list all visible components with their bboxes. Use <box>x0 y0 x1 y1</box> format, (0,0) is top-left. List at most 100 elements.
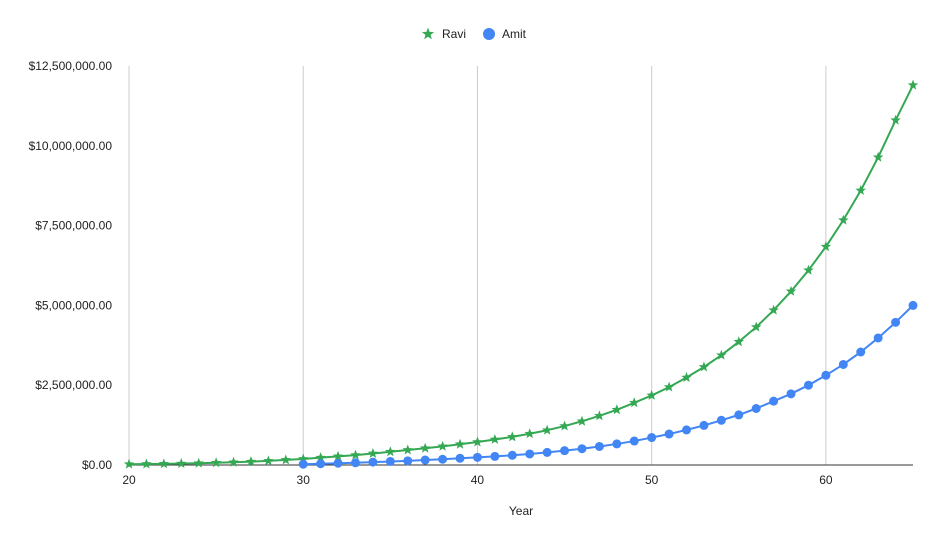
data-point-circle <box>577 444 587 454</box>
data-point-circle <box>507 450 517 460</box>
data-point-circle <box>803 380 813 390</box>
data-point-star <box>210 457 222 468</box>
y-tick-label: $5,000,000.00 <box>35 298 112 312</box>
data-point-circle <box>751 404 761 414</box>
data-point-star <box>663 381 675 392</box>
data-point-star <box>541 424 553 435</box>
data-point-star <box>228 456 239 467</box>
data-point-star <box>855 184 866 195</box>
data-point-star <box>524 428 535 439</box>
x-axis-ticks: 20 30 40 50 60 <box>122 473 833 487</box>
data-point-circle <box>542 447 552 457</box>
legend: Ravi Amit <box>421 27 527 41</box>
data-point-circle <box>647 433 657 443</box>
data-point-circle <box>368 457 378 467</box>
data-point-circle <box>908 300 918 310</box>
data-point-star <box>820 241 832 252</box>
data-point-star <box>576 415 588 426</box>
y-axis-ticks: $0.00 $2,500,000.00 $5,000,000.00 $7,500,00… <box>29 59 113 472</box>
data-point-circle <box>612 439 622 449</box>
data-point-circle <box>682 425 692 435</box>
data-point-circle <box>333 458 343 468</box>
data-point-star <box>629 397 640 408</box>
data-point-star <box>733 336 745 347</box>
data-point-circle <box>786 389 796 399</box>
legend-star-icon <box>421 27 435 40</box>
data-point-star <box>472 436 483 447</box>
data-point-star <box>507 431 518 442</box>
data-point-circle <box>385 456 395 466</box>
data-point-circle <box>873 333 883 343</box>
y-tick-label: $7,500,000.00 <box>35 219 112 233</box>
data-point-star <box>785 285 797 296</box>
data-point-star <box>141 458 152 469</box>
gridlines <box>128 66 827 465</box>
data-point-star <box>437 440 448 451</box>
data-point-star <box>489 433 501 444</box>
data-point-circle <box>455 453 465 463</box>
data-point-star <box>716 349 727 360</box>
y-tick-label: $10,000,000.00 <box>29 139 113 153</box>
series-ravi <box>123 79 919 469</box>
data-point-circle <box>350 458 360 468</box>
data-point-star <box>454 438 466 449</box>
data-point-circle <box>664 429 674 439</box>
data-point-star <box>646 389 657 400</box>
x-tick-label: 40 <box>471 473 485 487</box>
data-point-star <box>350 449 361 460</box>
data-point-circle <box>629 436 639 446</box>
series-layer <box>123 79 919 469</box>
data-point-circle <box>403 456 413 466</box>
data-point-star <box>193 457 204 468</box>
data-point-star <box>123 458 135 469</box>
y-tick-label: $12,500,000.00 <box>29 59 113 73</box>
data-point-star <box>332 450 344 461</box>
data-point-star <box>768 304 779 315</box>
data-point-circle <box>438 454 448 464</box>
data-point-star <box>385 446 396 457</box>
legend-circle-icon <box>483 28 495 40</box>
data-point-star <box>890 114 901 125</box>
x-tick-label: 30 <box>297 473 311 487</box>
data-point-circle <box>316 459 326 469</box>
data-point-star <box>297 453 309 464</box>
data-point-circle <box>716 415 726 425</box>
data-point-star <box>367 448 379 458</box>
data-point-circle <box>490 451 500 461</box>
data-point-circle <box>821 370 831 380</box>
data-point-circle <box>699 420 709 430</box>
data-point-circle <box>838 359 848 369</box>
data-point-star <box>594 410 605 421</box>
data-point-star <box>176 458 187 469</box>
data-point-star <box>559 420 570 431</box>
data-point-circle <box>594 441 604 451</box>
data-point-star <box>315 452 326 463</box>
y-tick-label: $0.00 <box>82 458 112 472</box>
data-point-circle <box>298 459 308 469</box>
legend-label: Ravi <box>442 27 466 41</box>
data-point-circle <box>856 347 866 357</box>
data-point-star <box>698 361 710 372</box>
data-point-circle <box>420 455 430 465</box>
legend-label: Amit <box>502 27 527 41</box>
x-tick-label: 50 <box>645 473 659 487</box>
data-point-circle <box>472 452 482 462</box>
data-point-star <box>158 458 170 469</box>
data-point-star <box>419 442 431 453</box>
y-tick-label: $2,500,000.00 <box>35 378 112 392</box>
series-line-ravi <box>128 84 914 466</box>
data-point-star <box>280 454 292 465</box>
data-point-star <box>681 372 692 382</box>
data-point-circle <box>734 410 744 420</box>
data-point-star <box>907 79 919 90</box>
x-axis-title: Year <box>509 504 533 518</box>
x-tick-label: 60 <box>819 473 833 487</box>
legend-item-amit: Amit <box>483 27 527 41</box>
data-point-star <box>245 456 257 467</box>
data-point-circle <box>891 317 901 327</box>
series-line-amit <box>303 304 914 466</box>
data-point-star <box>872 151 884 162</box>
data-point-star <box>750 321 762 332</box>
